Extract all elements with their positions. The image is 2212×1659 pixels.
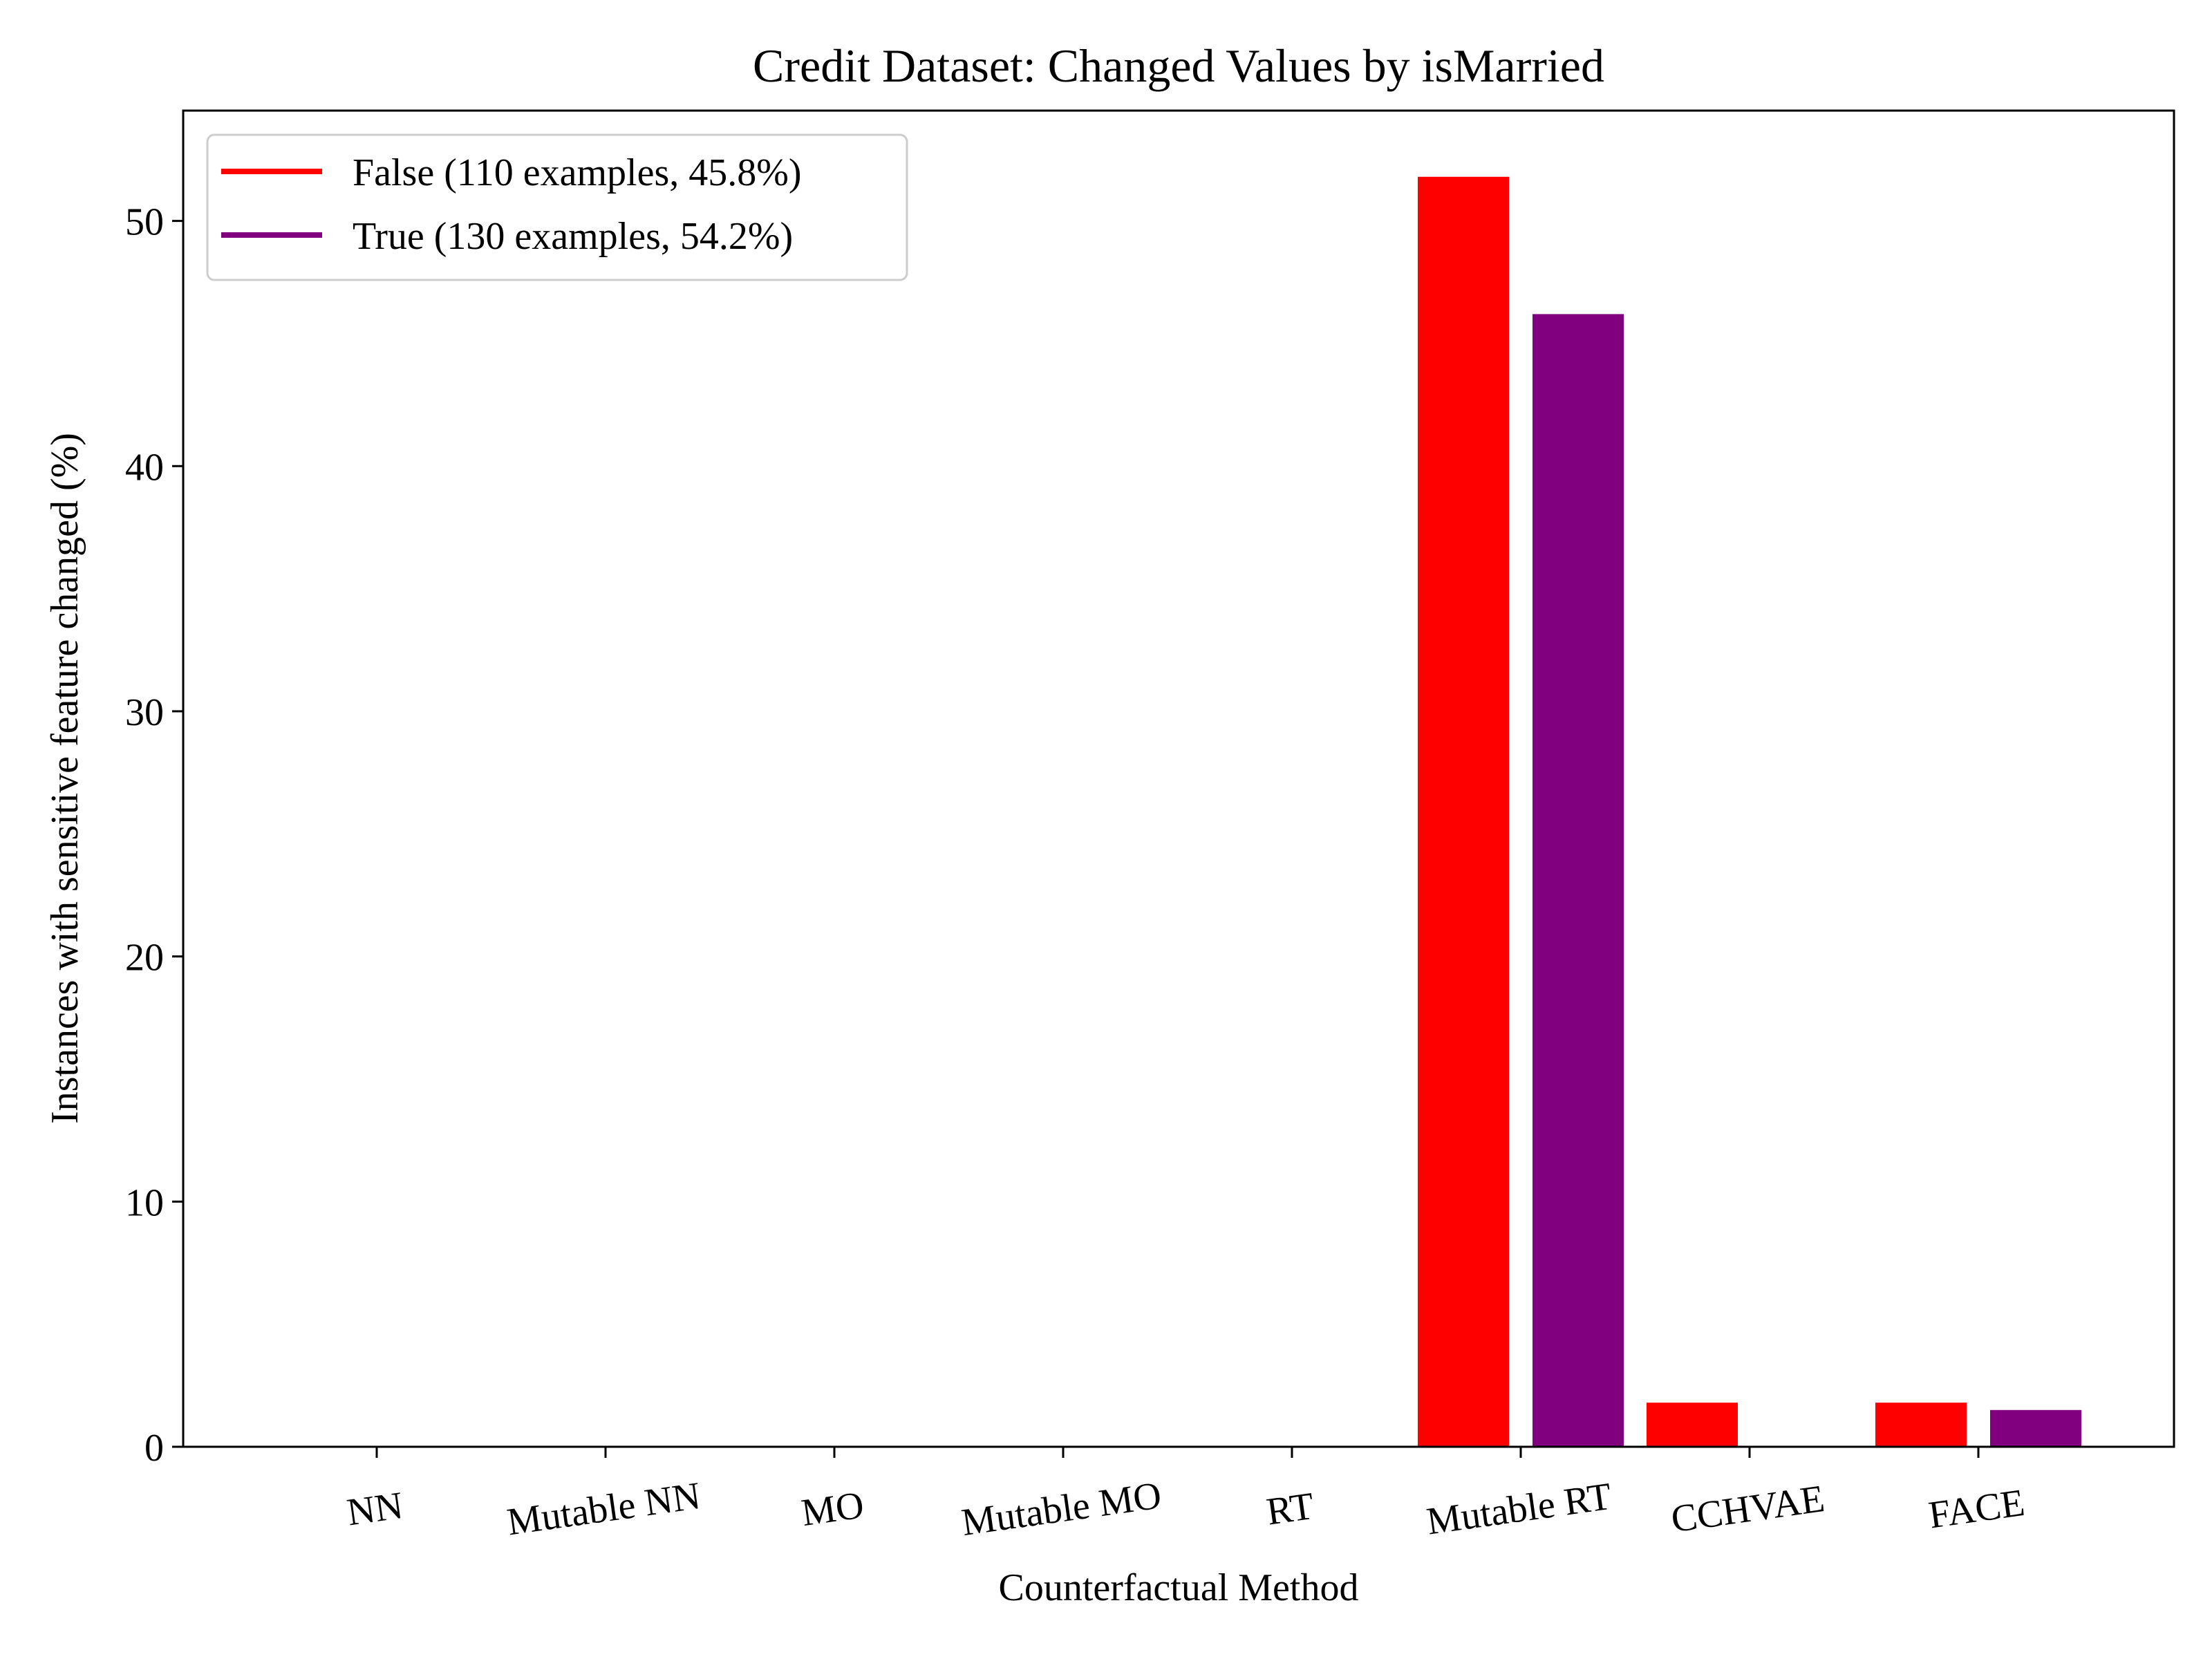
bars-layer xyxy=(1418,176,2081,1447)
y-tick-label: 40 xyxy=(125,446,164,489)
bar-false-cchvae xyxy=(1647,1403,1738,1447)
legend-label-false: False (110 examples, 45.8%) xyxy=(353,151,802,194)
y-tick-label: 0 xyxy=(144,1427,164,1470)
legend-label-true: True (130 examples, 54.2%) xyxy=(353,215,793,258)
chart-title: Credit Dataset: Changed Values by isMarr… xyxy=(753,39,1604,92)
x-axis-label: Counterfactual Method xyxy=(999,1566,1359,1609)
x-tick-label: MO xyxy=(799,1483,867,1535)
bar-true-mutable-rt xyxy=(1533,314,1624,1447)
bar-false-mutable-rt xyxy=(1418,176,1509,1447)
y-tick-label: 20 xyxy=(125,937,164,980)
plot-frame xyxy=(182,109,2175,1448)
y-tick-label: 10 xyxy=(125,1181,164,1224)
bar-true-face xyxy=(1990,1409,2081,1447)
y-tick-label: 30 xyxy=(125,691,164,734)
y-tick-label: 50 xyxy=(125,201,164,244)
legend-box xyxy=(206,133,908,281)
bar-false-face xyxy=(1875,1403,1967,1447)
legend: False (110 examples, 45.8%) True (130 ex… xyxy=(206,133,908,281)
x-tick-label: NN xyxy=(344,1484,406,1535)
y-axis-label: Instances with sensitive feature changed… xyxy=(44,433,86,1124)
x-tick-label: RT xyxy=(1264,1485,1316,1534)
y-axis: 0 10 20 30 40 50 xyxy=(125,201,183,1470)
